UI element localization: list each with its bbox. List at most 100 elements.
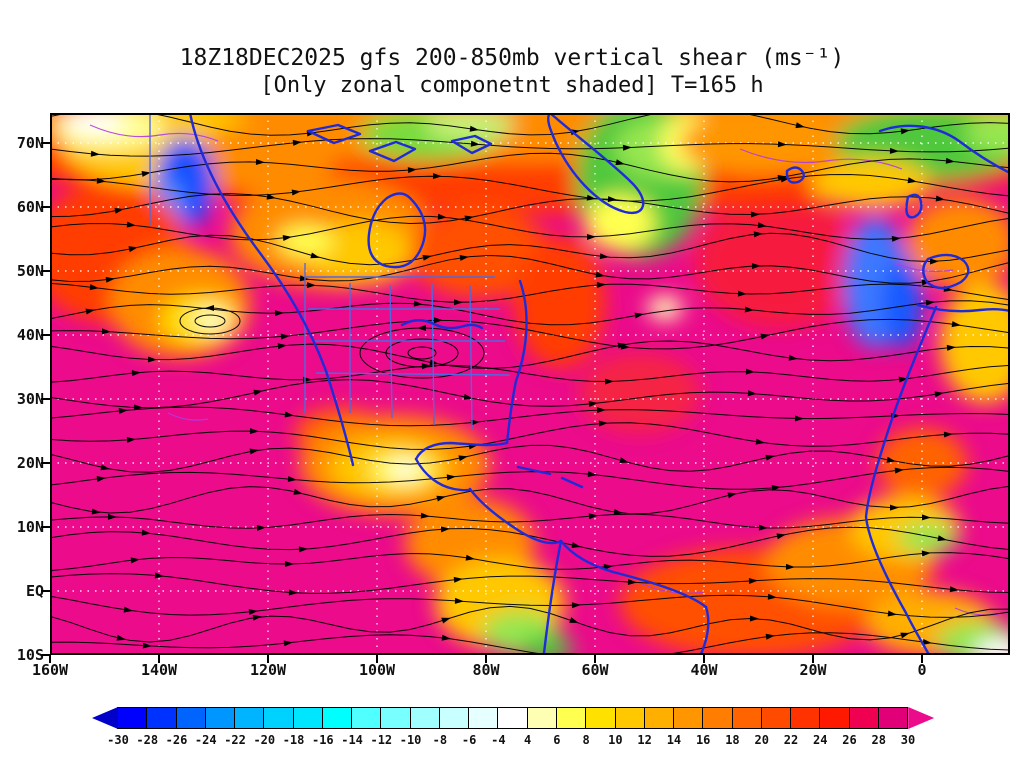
y-axis-label-10S: 10S (16, 646, 44, 664)
colorbar-label: 6 (553, 733, 561, 747)
colorbar-segment (673, 707, 704, 729)
x-axis-tick (158, 655, 160, 663)
colorbar-label: -10 (399, 733, 422, 747)
colorbar-label: -22 (224, 733, 246, 747)
colorbar-label: -14 (341, 733, 363, 747)
colorbar-label: 20 (754, 733, 769, 747)
colorbar-label: -18 (282, 733, 305, 747)
x-axis-label-60W: 60W (581, 661, 609, 679)
y-axis-tick (41, 462, 50, 464)
colorbar-label: 24 (812, 733, 828, 747)
colorbar (92, 707, 935, 729)
colorbar-segment (292, 707, 323, 729)
colorbar-segment (760, 707, 792, 729)
y-axis-tick (41, 206, 50, 208)
colorbar-label: -8 (432, 733, 448, 747)
colorbar-segment (468, 707, 499, 729)
colorbar-segment (351, 707, 382, 729)
colorbar-segment (877, 707, 909, 729)
x-axis-label-140W: 140W (140, 661, 178, 679)
title-line-1: 18Z18DEC2025 gfs 200-850mb vertical shea… (179, 45, 845, 71)
political-borders (149, 115, 511, 430)
colorbar-arrow-left (92, 707, 118, 729)
title-line-2: [Only zonal componetnt shaded] T=165 h (260, 73, 764, 98)
x-axis-tick (485, 655, 487, 663)
colorbar-label: -6 (461, 733, 477, 747)
x-axis-label-100W: 100W (358, 661, 396, 679)
y-axis-label-30N: 30N (16, 390, 44, 408)
colorbar-label: -12 (370, 733, 393, 747)
x-axis-tick (49, 655, 51, 663)
y-axis-tick (41, 526, 50, 528)
colorbar-segment (731, 707, 762, 729)
colorbar-segment (117, 707, 148, 729)
colorbar-segment (438, 707, 470, 729)
colorbar-label: -20 (253, 733, 276, 747)
map-svg (50, 113, 1010, 655)
x-axis-label-0: 0 (917, 661, 927, 679)
x-axis-tick (594, 655, 596, 663)
y-axis-label-EQ: EQ (25, 582, 44, 600)
x-axis-tick (376, 655, 378, 663)
colorbar-segment (321, 707, 353, 729)
colorbar-label: -24 (194, 733, 217, 747)
y-axis-label-40N: 40N (16, 326, 44, 344)
colorbar-label: 22 (783, 733, 799, 747)
colorbar-segment (614, 707, 645, 729)
streamlines (50, 113, 1010, 655)
colorbar-segment (555, 707, 587, 729)
y-axis-tick (41, 142, 50, 144)
colorbar-label: 16 (695, 733, 711, 747)
chart-title: 18Z18DEC2025 gfs 200-850mb vertical shea… (0, 44, 1024, 100)
colorbar-label: 8 (582, 733, 590, 747)
y-axis-tick (41, 654, 50, 656)
colorbar-label: 30 (900, 733, 916, 747)
colorbar-segment (790, 707, 821, 729)
streamline-arrowheads (85, 122, 961, 649)
colorbar-segment (175, 707, 206, 729)
x-axis-tick (812, 655, 814, 663)
y-axis-tick (41, 270, 50, 272)
colorbar-segment (409, 707, 440, 729)
y-axis-label-10N: 10N (16, 518, 44, 536)
x-axis-tick (267, 655, 269, 663)
x-axis-tick (703, 655, 705, 663)
colorbar-label: -26 (165, 733, 188, 747)
colorbar-segment (204, 707, 236, 729)
x-axis-label-80W: 80W (472, 661, 500, 679)
x-axis-label-40W: 40W (690, 661, 718, 679)
colorbar-label: 14 (666, 733, 682, 747)
colorbar-label: 28 (871, 733, 886, 747)
colorbar-segment (497, 707, 528, 729)
colorbar-arrow-right (908, 707, 935, 729)
x-axis-label-160W: 160W (31, 661, 69, 679)
colorbar-label: -28 (136, 733, 159, 747)
colorbar-segment (848, 707, 879, 729)
colorbar-label: 12 (637, 733, 652, 747)
colorbar-segment (526, 707, 557, 729)
coastlines (188, 113, 1010, 655)
colorbar-label: 4 (524, 733, 532, 747)
y-axis-tick (41, 398, 50, 400)
y-axis-tick (41, 334, 50, 336)
colorbar-segment (380, 707, 411, 729)
colorbar-label: -16 (311, 733, 334, 747)
colorbar-segment (146, 707, 177, 729)
latlon-gridlines (50, 113, 1010, 655)
colorbar-segment (585, 707, 616, 729)
map-frame (50, 113, 1010, 655)
x-axis-tick (921, 655, 923, 663)
colorbar-label: -30 (107, 733, 129, 747)
colorbar-label: 18 (725, 733, 740, 747)
colorbar-segment (702, 707, 733, 729)
colorbar-label: -4 (491, 733, 506, 747)
colorbar-segment (234, 707, 265, 729)
colorbar-segment (643, 707, 675, 729)
y-axis-label-50N: 50N (16, 262, 44, 280)
y-axis-label-70N: 70N (16, 134, 44, 152)
colorbar-segment (819, 707, 850, 729)
colorbar-segment (263, 707, 294, 729)
colorbar-label: 26 (842, 733, 857, 747)
x-axis-label-20W: 20W (799, 661, 827, 679)
